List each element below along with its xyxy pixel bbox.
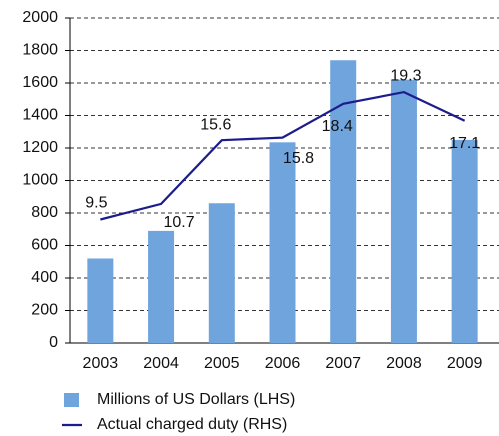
y-tick-label: 200: [31, 302, 58, 319]
bar: [208, 203, 235, 343]
y-tick-label: 1400: [22, 107, 58, 124]
y-tick-label: 1800: [22, 42, 58, 59]
y-tick-label: 800: [31, 204, 58, 221]
data-label: 10.7: [164, 214, 195, 231]
x-tick-label: 2005: [204, 355, 240, 372]
data-label: 19.3: [390, 67, 421, 84]
y-tick-label: 400: [31, 269, 58, 286]
x-tick-label: 2003: [83, 355, 119, 372]
data-label: 18.4: [322, 118, 353, 135]
x-tick-label: 2004: [143, 355, 179, 372]
bar: [390, 79, 417, 343]
x-tick-label: 2009: [447, 355, 483, 372]
data-label: 9.5: [85, 195, 107, 212]
y-tick-label: 1600: [22, 74, 58, 91]
y-tick-label: 2000: [22, 9, 58, 26]
y-tick-label: 1200: [22, 139, 58, 156]
bar: [87, 258, 114, 343]
legend-swatch: [64, 393, 79, 407]
bar: [269, 142, 296, 343]
x-tick-label: 2008: [386, 355, 422, 372]
data-label: 17.1: [449, 135, 480, 152]
y-tick-label: 0: [49, 334, 58, 351]
x-tick-label: 2007: [325, 355, 361, 372]
legend-label: Millions of US Dollars (LHS): [97, 391, 295, 408]
x-tick-label: 2006: [265, 355, 301, 372]
legend-label: Actual charged duty (RHS): [97, 416, 287, 433]
y-tick-label: 1000: [22, 172, 58, 189]
line: [100, 90, 466, 221]
bar: [148, 230, 175, 343]
data-label: 15.8: [283, 150, 314, 167]
y-tick-label: 600: [31, 237, 58, 254]
bar: [451, 139, 478, 343]
data-label: 15.6: [200, 116, 231, 133]
